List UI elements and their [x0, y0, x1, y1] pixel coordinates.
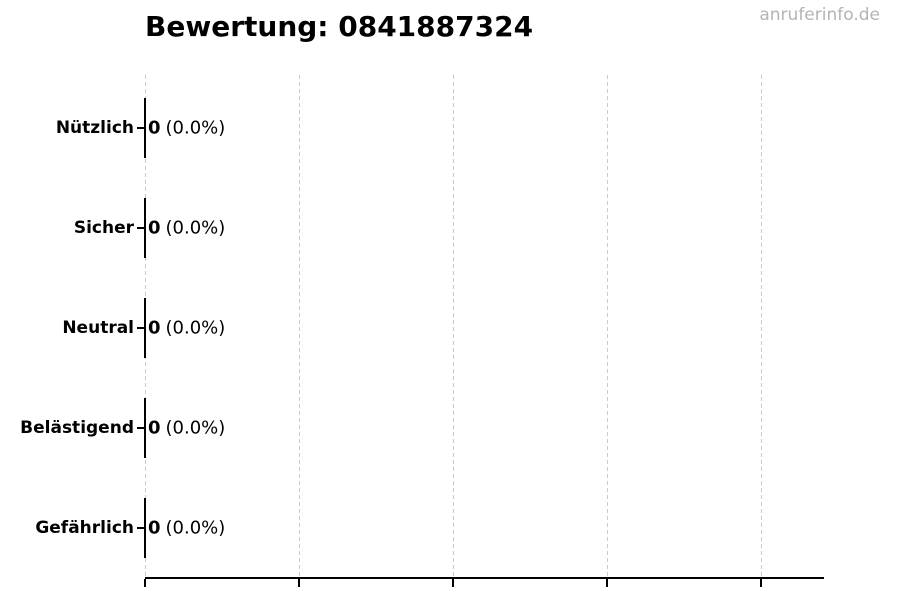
bar-count: 0 [148, 117, 161, 139]
category-label: Belästigend [20, 418, 134, 438]
bar-count: 0 [148, 317, 161, 339]
x-axis-tick [298, 579, 300, 587]
bar-value-label: 0 (0.0%) [148, 418, 225, 439]
y-axis-tick [137, 227, 144, 229]
bar-count: 0 [148, 217, 161, 239]
x-gridline [761, 75, 762, 577]
zero-width-bar [144, 498, 146, 558]
zero-width-bar [144, 98, 146, 158]
x-axis-tick [452, 579, 454, 587]
y-axis-tick [137, 527, 144, 529]
bar-percent: (0.0%) [165, 517, 226, 539]
x-gridline [299, 75, 300, 577]
zero-width-bar [144, 398, 146, 458]
chart-title: Bewertung: 0841887324 [145, 10, 534, 43]
y-axis-tick [137, 127, 144, 129]
x-axis-line [145, 577, 824, 579]
category-label: Sicher [73, 218, 134, 238]
bar-percent: (0.0%) [165, 317, 226, 339]
bar-value-label: 0 (0.0%) [148, 518, 225, 539]
bar-count: 0 [148, 417, 161, 439]
bar-value-label: 0 (0.0%) [148, 318, 225, 339]
x-axis-tick [760, 579, 762, 587]
category-label: Neutral [62, 318, 134, 338]
category-label: Nützlich [55, 118, 134, 138]
x-gridline [453, 75, 454, 577]
bar-value-label: 0 (0.0%) [148, 218, 225, 239]
y-axis-tick [137, 327, 144, 329]
y-axis-tick [137, 427, 144, 429]
bar-value-label: 0 (0.0%) [148, 118, 225, 139]
x-axis-tick [606, 579, 608, 587]
x-gridline [607, 75, 608, 577]
bar-percent: (0.0%) [165, 117, 226, 139]
bar-percent: (0.0%) [165, 217, 226, 239]
category-label: Gefährlich [35, 518, 134, 538]
bar-count: 0 [148, 517, 161, 539]
bar-percent: (0.0%) [165, 417, 226, 439]
x-axis-tick [144, 579, 146, 587]
zero-width-bar [144, 198, 146, 258]
watermark-text: anruferinfo.de [759, 5, 880, 25]
zero-width-bar [144, 298, 146, 358]
